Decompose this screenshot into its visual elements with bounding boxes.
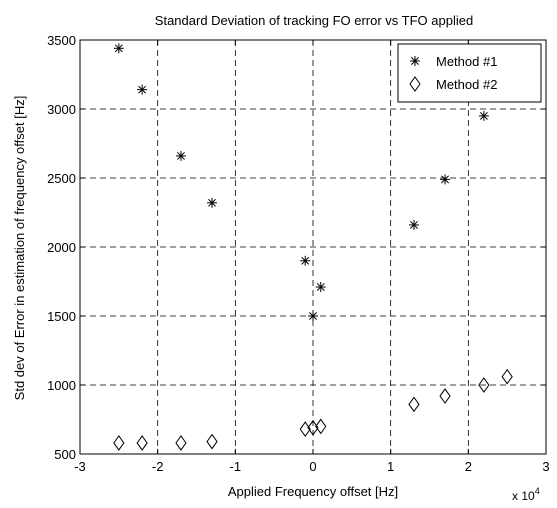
y-tick-label: 1000 (47, 378, 76, 393)
legend-label-method-2: Method #2 (436, 77, 497, 92)
legend-label-method-1: Method #1 (436, 54, 497, 69)
asterisk-marker (175, 150, 186, 161)
diamond-marker (408, 396, 420, 413)
asterisk-marker (440, 174, 451, 185)
y-tick-label: 2000 (47, 240, 76, 255)
x-tick-label: -2 (152, 459, 164, 474)
asterisk-marker (207, 197, 218, 208)
asterisk-marker (113, 43, 124, 54)
asterisk-marker (137, 84, 148, 95)
diamond-marker (206, 433, 218, 450)
x-tick-label: 1 (387, 459, 394, 474)
x-tick-label: 2 (465, 459, 472, 474)
asterisk-marker (315, 282, 326, 293)
asterisk-marker (408, 219, 419, 230)
diamond-marker (409, 76, 421, 92)
diamond-marker (315, 418, 327, 435)
x-tick-label: -3 (74, 459, 86, 474)
x-tick-label: -1 (230, 459, 242, 474)
diamond-marker (113, 435, 125, 451)
x-axis-multiplier: x 104 (512, 486, 540, 503)
y-tick-label: 1500 (47, 309, 76, 324)
asterisk-marker (410, 56, 420, 66)
legend-marker-asterisk (410, 56, 420, 66)
asterisk-marker (300, 255, 311, 266)
x-axis-multiplier-exponent: 4 (535, 486, 540, 496)
x-tick-label: 0 (309, 459, 316, 474)
diamond-marker (136, 435, 148, 451)
diamond-marker (501, 368, 513, 385)
diamond-marker (175, 435, 187, 451)
diamond-marker (478, 377, 490, 393)
legend: Method #1 Method #2 (397, 43, 542, 103)
y-axis-label: Std dev of Error in estimation of freque… (12, 96, 27, 401)
y-tick-label: 3000 (47, 102, 76, 117)
diamond-marker (439, 388, 451, 404)
plot-area-frame (79, 39, 547, 455)
legend-marker-diamond (409, 76, 421, 92)
chart-title: Standard Deviation of tracking FO error … (155, 13, 473, 28)
y-tick-label: 500 (54, 447, 76, 462)
x-axis-multiplier-base: x 10 (512, 489, 535, 503)
x-tick-label: 3 (542, 459, 549, 474)
legend-box (397, 43, 542, 103)
y-tick-label: 2500 (47, 171, 76, 186)
asterisk-marker (308, 311, 318, 321)
y-tick-label: 3500 (47, 33, 76, 48)
axis-ticks (79, 39, 547, 455)
x-axis-label: Applied Frequency offset [Hz] (228, 484, 398, 499)
data-points (113, 43, 513, 451)
asterisk-marker (478, 110, 489, 121)
